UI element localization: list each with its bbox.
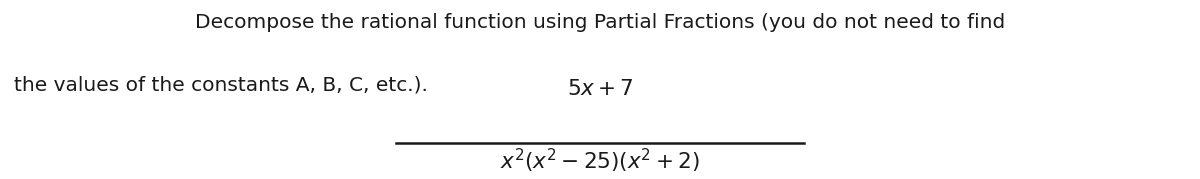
Text: the values of the constants A, B, C, etc.).: the values of the constants A, B, C, etc… (14, 75, 428, 94)
Text: $x^2(x^2 - 25)(x^2 + 2)$: $x^2(x^2 - 25)(x^2 + 2)$ (500, 147, 700, 175)
Text: $5x + 7$: $5x + 7$ (566, 78, 634, 100)
Text: Decompose the rational function using Partial Fractions (you do not need to find: Decompose the rational function using Pa… (194, 13, 1006, 32)
